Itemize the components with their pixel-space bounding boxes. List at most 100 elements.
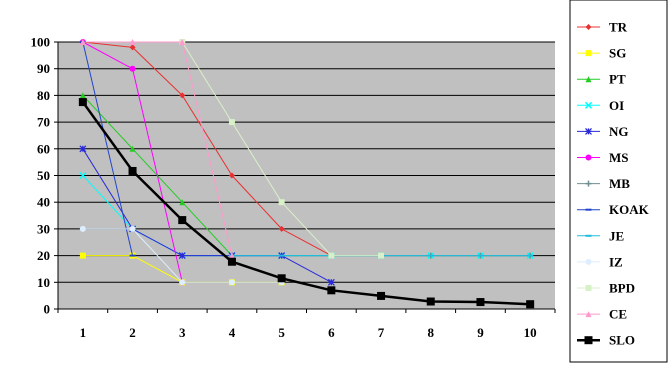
x-tick-label: 4 — [229, 325, 236, 340]
y-tick-label: 0 — [44, 302, 51, 317]
legend-label: NG — [609, 124, 629, 139]
legend-label: PT — [609, 72, 626, 87]
data-point — [278, 199, 285, 206]
data-point — [129, 254, 136, 257]
data-point — [228, 252, 235, 259]
data-point — [228, 279, 235, 286]
data-point — [79, 39, 86, 45]
data-point — [327, 286, 336, 295]
legend-entry-sg: SG — [577, 46, 626, 61]
y-tick-label: 10 — [37, 275, 50, 290]
legend-swatch-marker — [584, 101, 593, 109]
y-tick-label: 80 — [37, 88, 50, 103]
data-point — [179, 199, 186, 206]
data-point — [377, 291, 386, 300]
data-point — [179, 279, 186, 286]
data-point — [178, 252, 186, 260]
x-tick-label: 3 — [179, 325, 186, 340]
x-tick-label: 2 — [129, 325, 136, 340]
series-line — [81, 101, 531, 306]
data-point — [228, 172, 235, 179]
data-point — [79, 92, 86, 99]
legend-swatch-marker — [585, 285, 592, 291]
data-point — [179, 92, 186, 99]
legend-entry-ng: NG — [577, 124, 629, 139]
legend-entry-pt: PT — [577, 72, 626, 87]
legend-swatch-marker — [585, 258, 592, 265]
data-point — [227, 257, 236, 266]
y-tick-label: 50 — [37, 168, 50, 183]
data-point — [79, 171, 87, 180]
y-tick-label: 20 — [37, 248, 50, 263]
legend-swatch-marker — [585, 208, 592, 211]
legend-entry-je: JE — [577, 228, 624, 243]
legend-label: CE — [609, 307, 627, 322]
legend-box — [569, 0, 668, 363]
data-point — [526, 300, 535, 309]
data-point — [178, 216, 187, 225]
x-tick-label: 8 — [428, 325, 435, 340]
x-tick-label: 10 — [524, 325, 537, 340]
data-point — [228, 119, 235, 126]
legend-label: TR — [609, 20, 628, 35]
legend-swatch-marker — [585, 154, 592, 161]
series-ce — [79, 39, 235, 259]
data-point — [79, 225, 86, 232]
data-point — [426, 297, 435, 306]
data-point — [79, 252, 86, 259]
data-point — [328, 252, 335, 259]
series-line — [82, 148, 332, 283]
x-tick-label: 1 — [80, 325, 87, 340]
y-tick-label: 100 — [31, 35, 51, 50]
data-point — [179, 39, 186, 45]
data-point — [278, 225, 285, 232]
data-point — [78, 98, 87, 107]
data-point — [129, 225, 136, 232]
legend-label: SLO — [609, 333, 635, 348]
legend-swatch-marker — [585, 180, 592, 187]
legend-swatch-marker — [585, 234, 592, 237]
y-tick-label: 30 — [37, 221, 50, 236]
legend-swatch-marker — [585, 24, 592, 30]
legend-entry-iz: IZ — [577, 254, 623, 269]
x-tick-label: 7 — [378, 325, 385, 340]
legend-label: KOAK — [609, 202, 650, 217]
series-slo — [78, 98, 535, 309]
x-tick-label: 9 — [477, 325, 484, 340]
legend-label: JE — [609, 228, 624, 243]
legend-label: MB — [609, 176, 630, 191]
x-tick-label: 5 — [278, 325, 285, 340]
series-line — [82, 41, 332, 257]
legend-swatch-marker — [584, 336, 593, 345]
data-point — [278, 254, 285, 257]
legend-entry-slo: SLO — [577, 333, 635, 348]
x-tick-label: 6 — [328, 325, 335, 340]
data-point — [427, 254, 434, 257]
legend-swatch-marker — [585, 76, 592, 83]
legend-entry-mb: MB — [577, 176, 630, 191]
legend-entry-bpd: BPD — [577, 281, 635, 296]
legend-entry-oi: OI — [577, 98, 624, 113]
data-point — [128, 166, 137, 175]
legend-swatch-marker — [585, 311, 592, 318]
y-tick-label: 70 — [37, 115, 50, 130]
axes: 0 10 20 30 40 50 60 70 80 90 100 1 2 3 4 5 6 7 8 9 10 — [31, 35, 556, 340]
data-point — [129, 145, 136, 152]
data-point — [129, 44, 136, 51]
data-point — [527, 254, 534, 257]
legend-label: OI — [609, 98, 624, 113]
legend-label: MS — [609, 150, 629, 165]
data-point — [477, 254, 484, 257]
data-point — [129, 39, 136, 45]
data-point — [129, 65, 136, 72]
legend-label: BPD — [609, 281, 635, 296]
y-tick-label: 90 — [37, 61, 50, 76]
legend-entry-ms: MS — [577, 150, 629, 165]
data-point — [378, 252, 385, 259]
data-point — [327, 278, 335, 286]
legend-entry-ce: CE — [577, 307, 627, 322]
legend-label: IZ — [609, 254, 623, 269]
legend-swatch-marker — [585, 127, 592, 135]
legend-entry-koak: KOAK — [577, 202, 650, 217]
